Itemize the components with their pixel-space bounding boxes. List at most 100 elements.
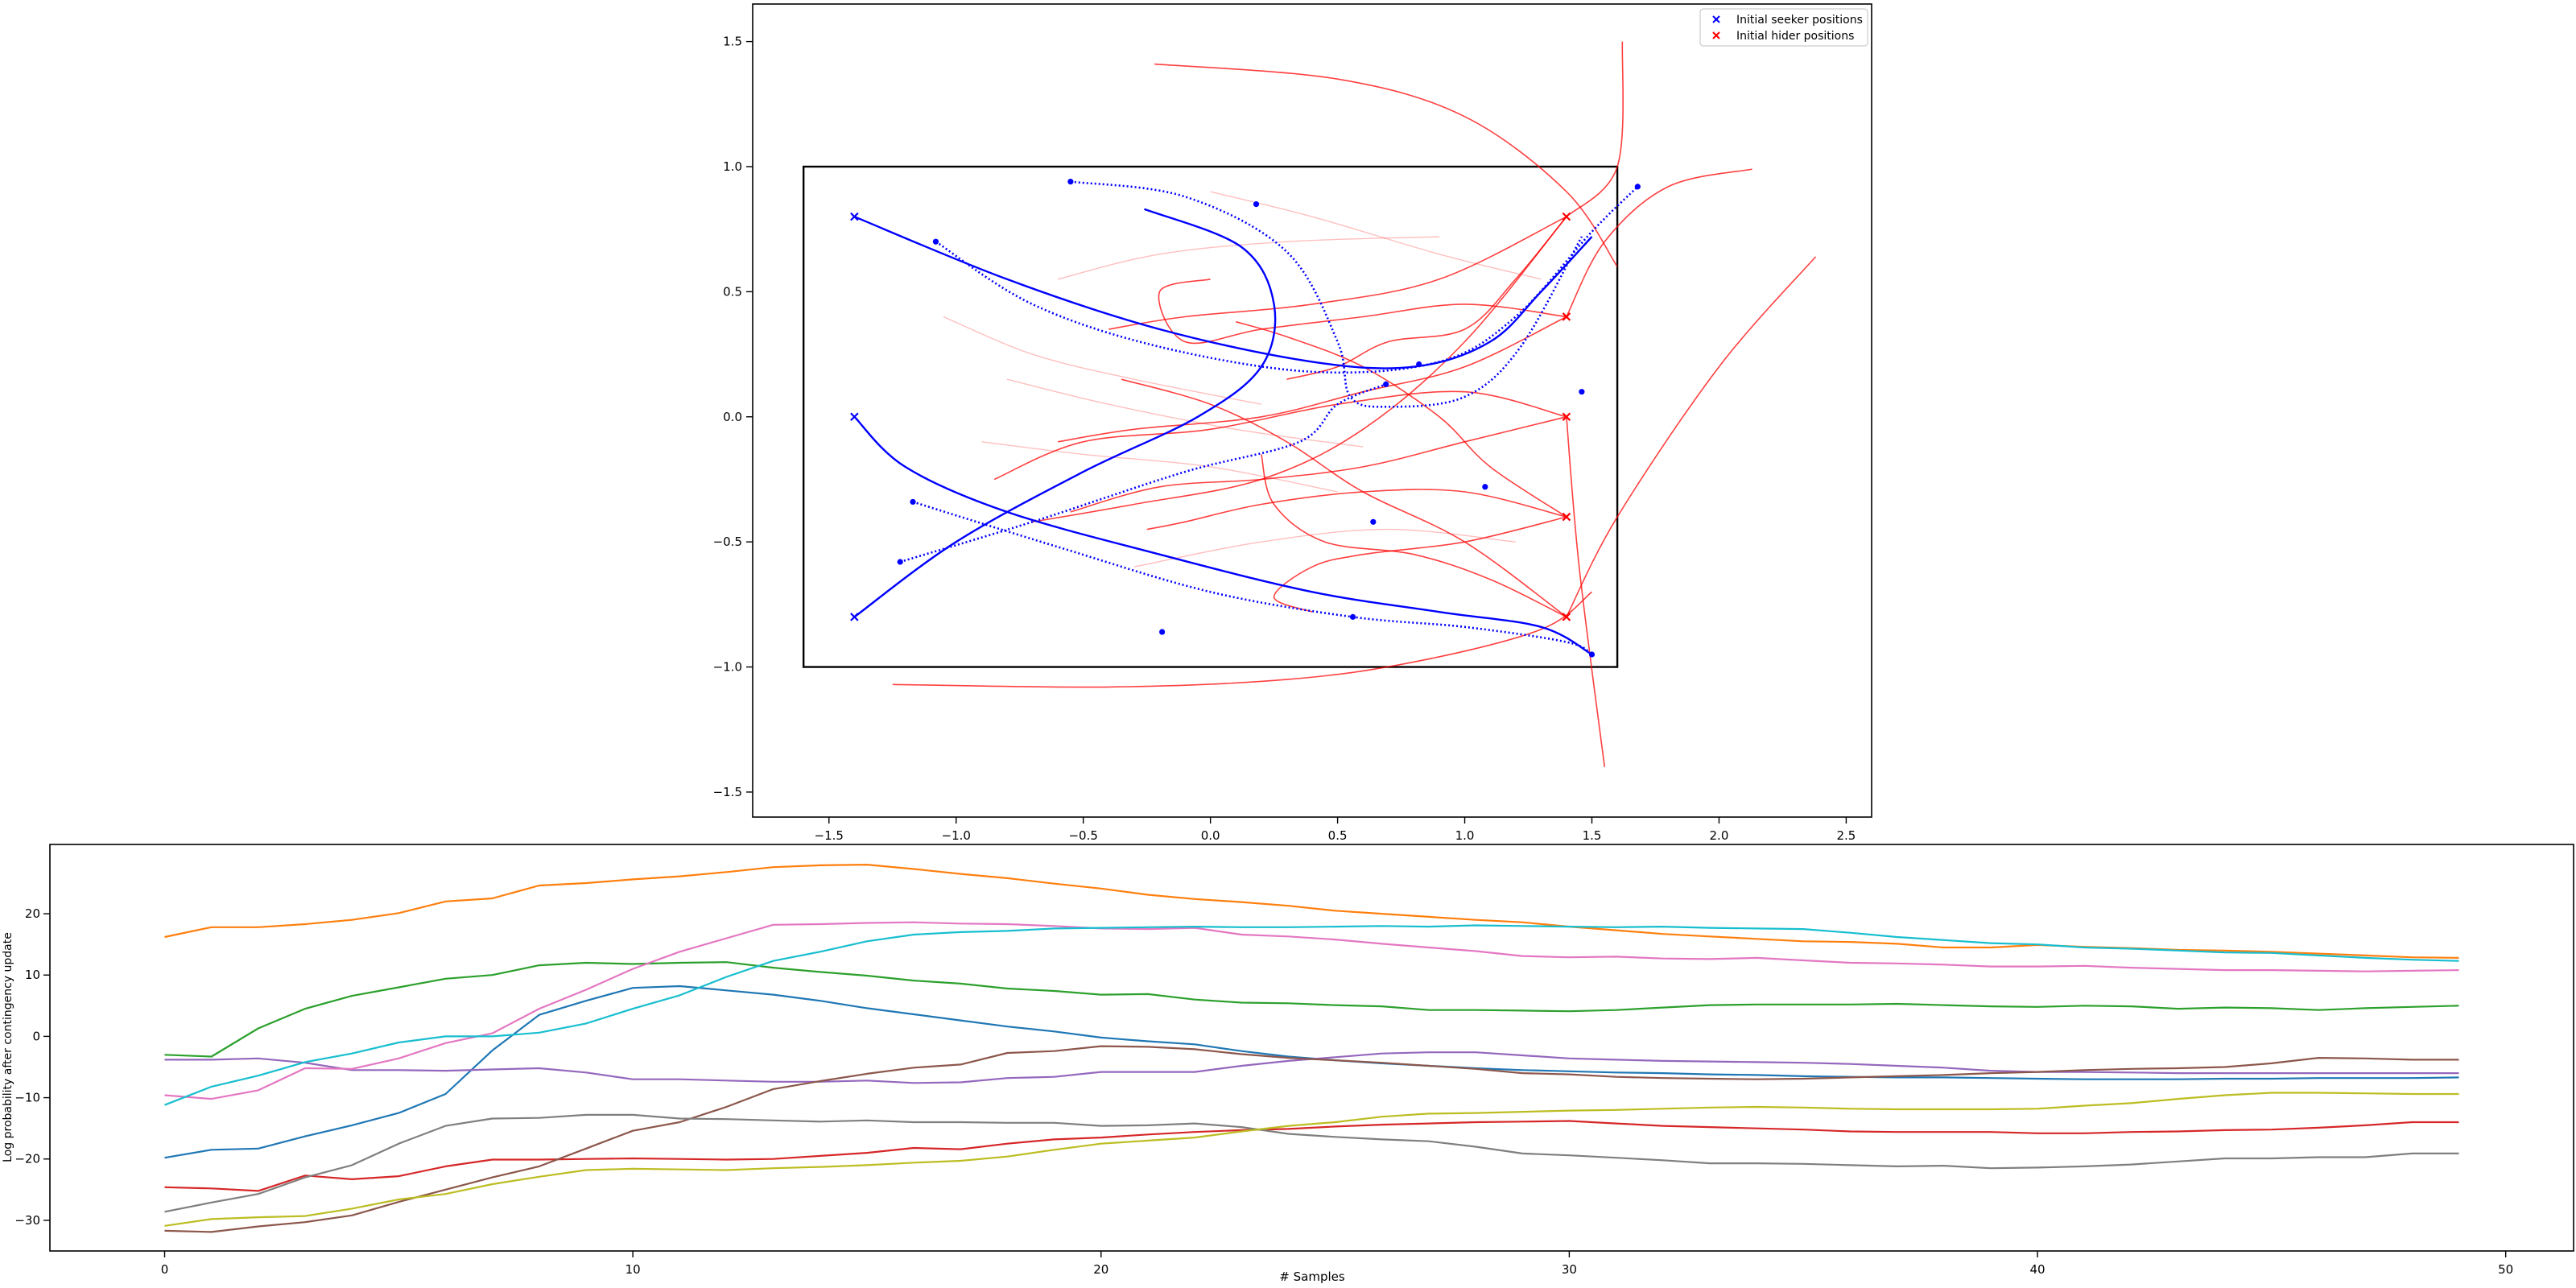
x-tick-label: 40 xyxy=(2029,1262,2045,1277)
hider-faint-trajectory-4 xyxy=(1133,528,1516,568)
trajectory-plot-area xyxy=(802,41,1817,767)
hider-trajectory-0 xyxy=(1566,41,1624,217)
log-probability-plot: 0 10 20 30 40 50 20 10 0 −10 −20 −30 # Samples Log … xyxy=(2,844,2574,1284)
hider-faint-trajectory-2 xyxy=(1057,236,1440,280)
hider-trajectory-15 xyxy=(1261,454,1567,618)
y-tick-label: 10 xyxy=(25,968,40,982)
x-tick-label: 0.5 xyxy=(1328,828,1348,843)
x-tick-label: 0 xyxy=(161,1262,169,1277)
legend-hider-marker xyxy=(1712,31,1720,39)
seeker-trajectory-6 xyxy=(912,501,1593,656)
trajectory-ticks: −1.5 −1.0 −0.5 0.0 0.5 1.0 1.5 2.0 2.5 1.5 1.0 0.5 0… xyxy=(713,35,1856,843)
seeker-current-point-3 xyxy=(1416,361,1422,368)
x-tick-label: 10 xyxy=(625,1262,641,1277)
seeker-current-point-5 xyxy=(1579,389,1585,395)
arena-boundary xyxy=(802,165,1619,668)
x-tick-label: 50 xyxy=(2498,1262,2513,1277)
seeker-current-point-12 xyxy=(1349,613,1356,620)
seeker-current-point-4 xyxy=(1383,381,1389,387)
seeker-initial-marker-0 xyxy=(850,212,859,221)
series-line-6 xyxy=(164,921,2459,1100)
seeker-trajectory-3 xyxy=(935,185,1639,374)
log-probability-axes-frame xyxy=(49,844,2574,1252)
x-tick-label: 1.5 xyxy=(1583,828,1602,843)
series-line-3 xyxy=(164,1120,2459,1192)
y-tick-label: 20 xyxy=(25,906,40,921)
log-probability-ticks: 0 10 20 30 40 50 20 10 0 −10 −20 −30 xyxy=(14,906,2513,1277)
y-tick-label: 0.5 xyxy=(723,284,742,299)
y-tick-label: −1.0 xyxy=(713,660,742,675)
series-line-9 xyxy=(164,924,2459,1106)
y-tick-label: −10 xyxy=(14,1091,40,1105)
hider-trajectory-9 xyxy=(1057,316,1567,443)
hider-trajectory-4 xyxy=(1154,63,1618,267)
seeker-current-point-2 xyxy=(932,238,939,245)
hider-initial-marker-1 xyxy=(1562,312,1571,321)
seeker-current-point-13 xyxy=(1588,651,1596,658)
series-line-7 xyxy=(164,1113,2459,1213)
seeker-trajectory-4 xyxy=(1070,180,1583,408)
x-tick-label: −1.0 xyxy=(942,828,971,843)
hider-trajectory-10 xyxy=(993,390,1567,481)
seeker-trajectory-2 xyxy=(853,415,1593,656)
y-tick-label: −0.5 xyxy=(713,535,742,549)
hider-trajectory-16 xyxy=(1286,216,1567,380)
seeker-initial-marker-1 xyxy=(850,412,859,422)
seeker-current-point-11 xyxy=(1159,629,1166,635)
trajectory-axes-frame xyxy=(752,3,1872,818)
x-axis-label: # Samples xyxy=(1279,1269,1345,1284)
x-tick-label: −0.5 xyxy=(1068,828,1097,843)
y-tick-label: −20 xyxy=(14,1152,40,1166)
legend-frame xyxy=(1699,8,1868,47)
y-tick-label: 0 xyxy=(32,1029,40,1043)
trajectory-plot: −1.5 −1.0 −0.5 0.0 0.5 1.0 1.5 2.0 2.5 1.5 1.0 0.5 0… xyxy=(713,3,1872,843)
hider-trajectory-1 xyxy=(1566,416,1606,767)
hider-trajectory-7 xyxy=(1032,216,1567,523)
hider-trajectory-3 xyxy=(1566,168,1752,317)
series-line-2 xyxy=(164,961,2459,1058)
y-tick-label: −1.5 xyxy=(713,785,742,799)
hider-trajectory-2 xyxy=(1566,256,1817,617)
y-tick-label: −30 xyxy=(14,1213,40,1228)
seeker-current-point-1 xyxy=(1253,201,1260,208)
log-probability-lines xyxy=(164,863,2459,1233)
x-tick-label: −1.5 xyxy=(815,828,844,843)
seeker-current-point-0 xyxy=(1067,179,1074,185)
hider-initial-marker-0 xyxy=(1562,212,1571,221)
hider-initial-marker-3 xyxy=(1562,512,1571,522)
series-line-4 xyxy=(164,1051,2459,1084)
hider-trajectory-8 xyxy=(1158,279,1567,345)
x-tick-label: 1.0 xyxy=(1455,828,1475,843)
hider-faint-trajectory-3 xyxy=(1006,378,1364,448)
y-tick-label: 0.0 xyxy=(723,410,742,424)
x-tick-label: 20 xyxy=(1093,1262,1108,1277)
y-axis-label: Log probability after contingency update xyxy=(2,932,14,1162)
hider-trajectory-17 xyxy=(1235,320,1567,518)
x-tick-label: 0.0 xyxy=(1201,828,1220,843)
y-tick-label: 1.0 xyxy=(723,159,742,174)
x-tick-label: 2.5 xyxy=(1836,828,1856,843)
hider-trajectory-13 xyxy=(1273,516,1567,613)
seeker-initial-marker-2 xyxy=(850,613,859,621)
hider-faint-trajectory-1 xyxy=(981,441,1338,493)
series-line-1 xyxy=(164,863,2459,959)
seeker-current-point-9 xyxy=(910,498,916,506)
hider-faint-trajectory-0 xyxy=(943,316,1261,405)
hider-trajectory-6 xyxy=(1108,216,1567,330)
seeker-trajectory-1 xyxy=(853,208,1277,618)
seeker-current-point-10 xyxy=(897,559,903,565)
seeker-current-point-7 xyxy=(1482,484,1488,490)
seeker-current-point-6 xyxy=(1634,184,1641,190)
seeker-trajectory-0 xyxy=(853,216,1593,369)
legend-seeker-label: Initial seeker positions xyxy=(1736,14,1863,27)
legend: Initial seeker positions Initial hider p… xyxy=(1699,8,1868,47)
series-line-8 xyxy=(164,1092,2459,1227)
hider-trajectory-12 xyxy=(1146,489,1567,530)
x-tick-label: 30 xyxy=(1562,1262,1577,1277)
seeker-current-point-8 xyxy=(1370,518,1377,525)
hider-initial-marker-2 xyxy=(1562,412,1571,422)
legend-seeker-marker xyxy=(1712,15,1720,23)
seeker-trajectory-5 xyxy=(899,383,1387,564)
x-tick-label: 2.0 xyxy=(1710,828,1729,843)
